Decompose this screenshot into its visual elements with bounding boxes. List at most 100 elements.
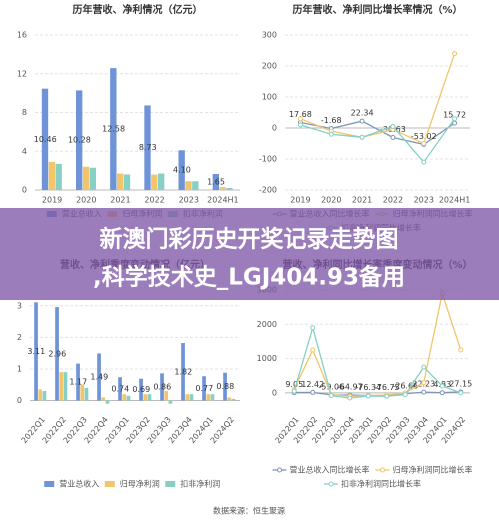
bar <box>185 394 190 401</box>
bar <box>41 88 49 190</box>
line <box>293 290 462 397</box>
bar <box>185 181 192 190</box>
y-tick-label: -100 <box>259 155 277 164</box>
legend-label: 营业总收入同比增长率 <box>290 465 370 475</box>
point <box>452 51 458 57</box>
bar <box>55 163 62 190</box>
data-label: 0.88 <box>216 382 234 391</box>
x-tick-label: 2024H1 <box>439 196 470 205</box>
x-tick-label: 2023 <box>414 196 434 205</box>
point <box>390 134 396 140</box>
legend-swatch <box>380 467 385 473</box>
bar <box>164 391 169 401</box>
point <box>402 392 408 398</box>
legend-swatch <box>44 481 55 487</box>
point <box>359 118 365 124</box>
legend-label: 归母净利润同比增长率 <box>393 465 473 475</box>
bar <box>143 394 148 401</box>
point <box>421 380 427 386</box>
chart-title: 历年营收、净利情况（亿元） <box>73 3 203 16</box>
banner-line: ,科学技术史_LGJ404.93备用 <box>93 264 405 291</box>
bar <box>139 378 143 401</box>
point <box>297 122 303 128</box>
bar <box>80 384 85 401</box>
bar <box>122 394 127 401</box>
point <box>439 383 445 389</box>
data-label: 0.86 <box>153 382 171 391</box>
data-label: -59.06 <box>318 382 344 391</box>
x-tick-label: 2022 <box>383 196 403 205</box>
bar <box>226 188 233 190</box>
y-tick-label: 0 <box>272 388 277 397</box>
data-label: 0.69 <box>132 385 150 394</box>
bar <box>126 395 131 401</box>
point <box>365 393 371 399</box>
bar <box>181 343 185 401</box>
legend-label: 扣非净利润 <box>180 479 220 489</box>
x-tick-label: 2020 <box>76 196 96 205</box>
data-label: 10.46 <box>34 135 57 144</box>
y-tick-label: 2000 <box>257 320 277 329</box>
y-tick-label: 0 <box>17 396 22 405</box>
data-label: -26.66 <box>392 381 418 390</box>
point <box>421 389 427 395</box>
x-tick-label: 2022 <box>144 196 164 205</box>
point <box>421 159 427 165</box>
bar <box>168 400 173 404</box>
y-tick-label: 12 <box>17 69 27 78</box>
bar <box>160 373 164 401</box>
data-label: -53.02 <box>411 132 437 141</box>
point <box>328 131 334 137</box>
line <box>300 118 456 164</box>
y-tick-label: 0 <box>22 186 27 195</box>
bar <box>147 394 152 401</box>
point <box>347 395 353 401</box>
bar <box>101 397 106 401</box>
x-tick-label: 2021 <box>352 196 372 205</box>
x-tick-label: 2019 <box>42 196 62 205</box>
point <box>439 390 445 396</box>
bar <box>105 400 110 404</box>
bar <box>123 174 131 190</box>
legend-label: 营业总收入 <box>59 479 99 489</box>
bar <box>38 389 43 401</box>
banner-band <box>0 208 499 300</box>
data-label: -1.68 <box>321 116 342 125</box>
point <box>310 389 316 395</box>
bar <box>89 167 96 190</box>
point <box>452 116 458 122</box>
data-label: 15.72 <box>443 111 466 120</box>
bar <box>231 398 236 401</box>
data-label: -76.75 <box>374 383 400 392</box>
bar <box>189 394 194 401</box>
data-label: 12.42 <box>301 380 324 389</box>
chart-title: 历年营收、净利同比增长率情况（%） <box>292 3 462 16</box>
data-label: 4.10 <box>173 166 191 175</box>
legend-swatch <box>104 481 115 487</box>
data-label: 10.28 <box>68 136 91 145</box>
legend-swatch <box>328 481 334 487</box>
bar <box>59 372 64 401</box>
data-label: 0.74 <box>111 384 129 393</box>
bar <box>223 372 227 401</box>
legend-label: 扣非净利润同比增长率 <box>341 479 421 489</box>
x-tick-label: 2020 <box>321 196 341 205</box>
data-label: 2.96 <box>48 349 66 358</box>
point <box>421 141 427 146</box>
bar <box>48 161 55 190</box>
y-tick-label: 0 <box>272 124 277 133</box>
data-label: 0.77 <box>195 384 213 393</box>
legend-swatch <box>165 481 176 487</box>
line <box>293 325 461 399</box>
point <box>458 347 464 353</box>
bar <box>212 174 219 190</box>
point <box>310 325 316 331</box>
data-label: 17.68 <box>289 110 312 119</box>
bar <box>34 302 38 401</box>
bar <box>158 173 165 190</box>
bar <box>151 174 158 190</box>
bar <box>202 376 206 401</box>
banner-line: 新澳门彩历史开奖记录走势图 <box>100 226 399 253</box>
point <box>458 390 464 396</box>
